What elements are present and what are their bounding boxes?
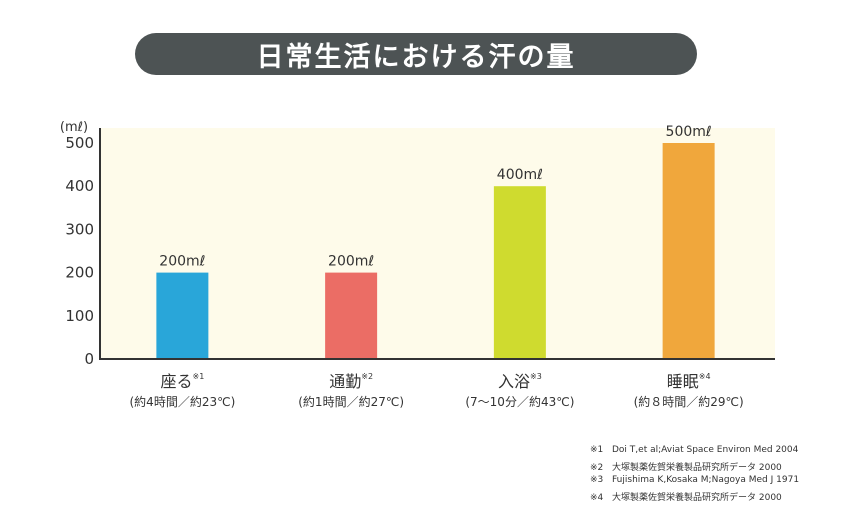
x-tick-sublabel: (約８時間／約29℃) (634, 394, 744, 409)
footnote-4: ※4 大塚製薬佐賀栄養製品研究所データ 2000 (590, 490, 782, 503)
y-tick-label: 100 (65, 307, 94, 325)
footnote-mark: ※1 (590, 445, 604, 455)
chart-title: 日常生活における汗の量 (135, 33, 697, 75)
data-label: 200mℓ (159, 254, 205, 270)
bar (156, 272, 209, 359)
category-name: 入浴 (498, 372, 530, 391)
category-name: 通勤 (329, 372, 361, 391)
y-tick-label: 0 (84, 350, 94, 368)
data-label: 400mℓ (497, 167, 543, 183)
footnote-text: 大塚製薬佐賀栄養製品研究所データ 2000 (612, 493, 782, 503)
footnote-text: Fujishima K,Kosaka M;Nagoya Med J 1971 (612, 475, 800, 485)
category-footnote-mark: ※4 (699, 372, 711, 381)
data-label: 500mℓ (666, 124, 712, 140)
data-label: 200mℓ (328, 254, 374, 270)
category-name: 座る (160, 372, 192, 391)
footnote-text: 大塚製薬佐賀栄養製品研究所データ 2000 (612, 463, 782, 473)
category-footnote-mark: ※1 (192, 372, 204, 381)
y-tick-label: 500 (65, 134, 94, 152)
footnote-mark: ※2 (590, 463, 604, 473)
footnote-mark: ※4 (590, 493, 604, 503)
x-tick-label: 入浴※3 (498, 372, 542, 391)
x-tick-sublabel: (約4時間／約23℃) (130, 394, 236, 409)
y-tick-label: 300 (65, 220, 94, 238)
footnote-2: ※2 大塚製薬佐賀栄養製品研究所データ 2000 (590, 460, 782, 473)
x-tick-label: 睡眠※4 (667, 372, 711, 391)
category-name: 睡眠 (667, 372, 699, 391)
y-tick-label: 200 (65, 264, 94, 282)
x-tick-label: 座る※1 (160, 372, 204, 391)
x-tick-sublabel: (7～10分／約43℃) (465, 394, 574, 409)
y-unit-label: (mℓ) (60, 120, 88, 135)
x-tick-label: 通勤※2 (329, 372, 373, 391)
category-footnote-mark: ※3 (530, 372, 542, 381)
bar (493, 186, 546, 359)
footnote-1: ※1 Doi T,et al;Aviat Space Environ Med 20… (590, 445, 798, 455)
y-tick-label: 400 (65, 177, 94, 195)
bar (662, 143, 715, 359)
bar (325, 272, 378, 359)
footnote-mark: ※3 (590, 475, 604, 485)
x-tick-sublabel: (約1時間／約27℃) (298, 394, 404, 409)
plot-background (100, 128, 775, 359)
footnote-text: Doi T,et al;Aviat Space Environ Med 2004 (612, 445, 799, 455)
footnote-3: ※3 Fujishima K,Kosaka M;Nagoya Med J 1971 (590, 475, 799, 485)
category-footnote-mark: ※2 (361, 372, 373, 381)
